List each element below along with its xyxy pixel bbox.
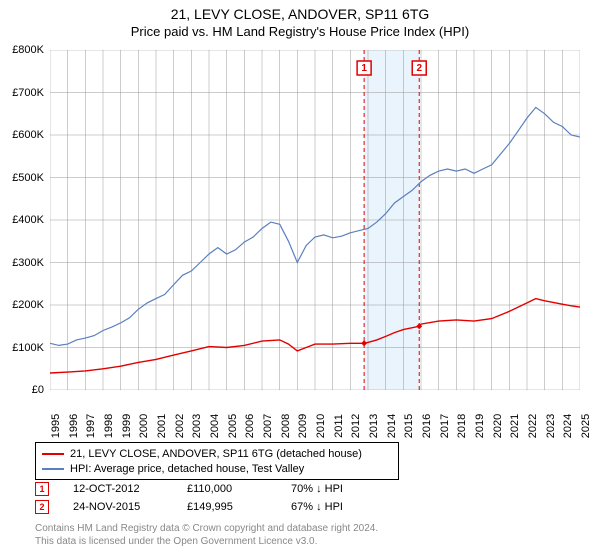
y-tick-label: £700K [12, 87, 44, 99]
x-tick-label: 2004 [209, 414, 221, 438]
x-tick-label: 1995 [50, 414, 62, 438]
y-tick-label: £100K [12, 342, 44, 354]
x-tick-label: 2011 [333, 414, 345, 438]
y-tick-label: £400K [12, 214, 44, 226]
y-tick-label: £0 [32, 384, 44, 396]
x-tick-label: 2017 [439, 414, 451, 438]
event-date-2: 24-NOV-2015 [73, 501, 163, 513]
x-tick-label: 2018 [456, 414, 468, 438]
events-table: 1 12-OCT-2012 £110,000 70% ↓ HPI 2 24-NO… [35, 480, 343, 516]
x-tick-label: 2003 [191, 414, 203, 438]
x-tick-label: 2021 [509, 414, 521, 438]
y-axis-labels: £0£100K£200K£300K£400K£500K£600K£700K£80… [0, 50, 48, 390]
footnote: Contains HM Land Registry data © Crown c… [35, 522, 378, 548]
x-tick-label: 2015 [403, 414, 415, 438]
event-price-1: £110,000 [187, 483, 267, 495]
event-marker-1: 1 [35, 482, 49, 496]
x-tick-label: 2019 [474, 414, 486, 438]
x-tick-label: 2024 [562, 414, 574, 438]
x-axis-labels: 1995 1996 1997 1998 1999 2000 2001 2002 2003 2004… [50, 392, 580, 442]
legend-swatch-property [42, 453, 64, 455]
event-delta-1: 70% ↓ HPI [291, 483, 343, 495]
svg-text:2: 2 [416, 63, 422, 74]
legend-box: 21, LEVY CLOSE, ANDOVER, SP11 6TG (detac… [35, 442, 399, 480]
svg-text:1: 1 [361, 63, 367, 74]
event-marker-2: 2 [35, 500, 49, 514]
y-tick-label: £200K [12, 299, 44, 311]
chart-container: 21, LEVY CLOSE, ANDOVER, SP11 6TG Price … [0, 0, 600, 560]
chart-plot-area: 12 [50, 50, 580, 390]
x-tick-label: 1997 [85, 414, 97, 438]
event-price-2: £149,995 [187, 501, 267, 513]
x-tick-label: 1999 [121, 414, 133, 438]
chart-svg: 12 [50, 50, 580, 390]
legend-label-property: 21, LEVY CLOSE, ANDOVER, SP11 6TG (detac… [70, 448, 362, 460]
x-tick-label: 2007 [262, 414, 274, 438]
x-tick-label: 2005 [227, 414, 239, 438]
x-tick-label: 2002 [174, 414, 186, 438]
chart-subtitle: Price paid vs. HM Land Registry's House … [0, 24, 600, 39]
y-tick-label: £300K [12, 257, 44, 269]
x-tick-label: 2020 [492, 414, 504, 438]
event-delta-2: 67% ↓ HPI [291, 501, 343, 513]
x-tick-label: 1996 [68, 414, 80, 438]
footnote-line-1: Contains HM Land Registry data © Crown c… [35, 522, 378, 535]
legend-item-property: 21, LEVY CLOSE, ANDOVER, SP11 6TG (detac… [42, 446, 392, 461]
y-tick-label: £600K [12, 129, 44, 141]
footnote-line-2: This data is licensed under the Open Gov… [35, 535, 378, 548]
title-block: 21, LEVY CLOSE, ANDOVER, SP11 6TG Price … [0, 0, 600, 39]
legend-swatch-hpi [42, 468, 64, 470]
y-tick-label: £500K [12, 172, 44, 184]
event-row-2: 2 24-NOV-2015 £149,995 67% ↓ HPI [35, 498, 343, 516]
x-tick-label: 2006 [244, 414, 256, 438]
legend-label-hpi: HPI: Average price, detached house, Test… [70, 463, 304, 475]
x-tick-label: 2001 [156, 414, 168, 438]
x-tick-label: 2023 [545, 414, 557, 438]
event-row-1: 1 12-OCT-2012 £110,000 70% ↓ HPI [35, 480, 343, 498]
x-tick-label: 2025 [580, 414, 592, 438]
x-tick-label: 2016 [421, 414, 433, 438]
x-tick-label: 2014 [386, 414, 398, 438]
x-tick-label: 2008 [280, 414, 292, 438]
x-tick-label: 2022 [527, 414, 539, 438]
x-tick-label: 2012 [350, 414, 362, 438]
x-tick-label: 2010 [315, 414, 327, 438]
y-tick-label: £800K [12, 44, 44, 56]
event-date-1: 12-OCT-2012 [73, 483, 163, 495]
chart-title: 21, LEVY CLOSE, ANDOVER, SP11 6TG [0, 6, 600, 22]
legend-item-hpi: HPI: Average price, detached house, Test… [42, 461, 392, 476]
x-tick-label: 2013 [368, 414, 380, 438]
x-tick-label: 1998 [103, 414, 115, 438]
x-tick-label: 2009 [297, 414, 309, 438]
x-tick-label: 2000 [138, 414, 150, 438]
